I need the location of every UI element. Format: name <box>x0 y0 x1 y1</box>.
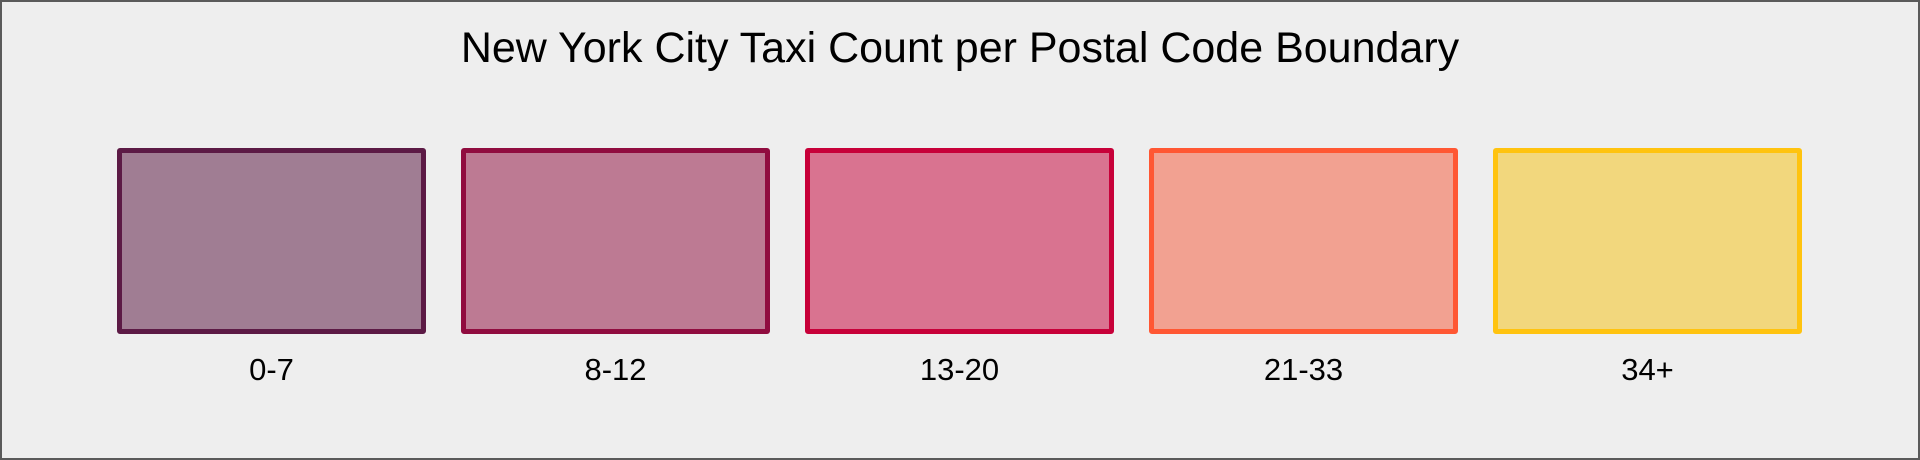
legend-swatch-13-20 <box>805 148 1114 334</box>
legend-label: 8-12 <box>584 352 647 387</box>
legend-label: 13-20 <box>919 352 1000 387</box>
legend-label: 0-7 <box>249 352 294 387</box>
legend-title: New York City Taxi Count per Postal Code… <box>460 24 1460 72</box>
legend-swatch-21-33 <box>1149 148 1458 334</box>
legend-swatch-8-12 <box>461 148 770 334</box>
legend-swatch-0-7 <box>117 148 426 334</box>
legend-swatch-34+ <box>1493 148 1802 334</box>
legend-label: 21-33 <box>1263 352 1344 387</box>
legend-label: 34+ <box>1621 352 1674 387</box>
